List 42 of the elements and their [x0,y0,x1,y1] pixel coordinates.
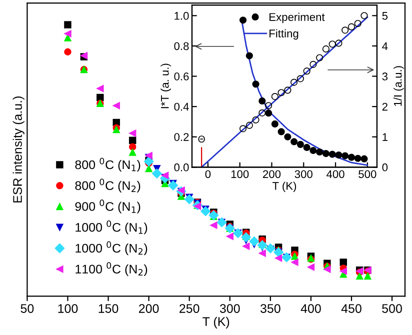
y-tick-label: 0.2 [174,133,189,141]
x-tick-label: 450 [341,304,362,313]
y2-axis-title: 1/I (a.u.) [394,66,404,106]
y2-tick-label: 3 [382,72,388,80]
y-tick-label: 0.8 [174,42,189,50]
x-tick-label: 150 [98,304,118,313]
legend-label: 800 $^{0}$C (N$_{1}$) [75,158,140,172]
y2-tick-label: 0 [382,163,388,172]
legend-label: Experiment [270,12,325,24]
x-tick-label: 500 [358,170,376,178]
x-axis-title: T (K) [202,316,230,328]
y-axis-title: ESR intensity (a.u.) [12,96,24,202]
x-tick-label: 200 [263,170,281,178]
y-tick-label: 0.6 [174,72,189,80]
x-tick-label: 400 [300,304,321,313]
y2-tick-label: 5 [382,12,388,20]
legend-label: 1000 $^{0}$C (N$_{1}$) [76,220,148,234]
x-tick-label: 500 [382,304,402,313]
legend-label: Fitting [270,29,298,40]
y-tick-label: 0.4 [174,102,189,111]
x-axis-title: T (K) [272,182,296,192]
y2-tick-label: 4 [382,42,388,50]
x-tick-label: 200 [139,304,159,313]
x-tick-label: 300 [294,170,312,178]
x-tick-label: 0 [205,170,211,178]
y-tick-label: 1.0 [174,12,189,20]
legend-label: 800 $^{0}$C (N$_{2}$) [75,178,140,193]
y-tick-label: 0.0 [174,163,189,172]
ref-line-label: Θ [198,136,205,143]
y2-tick-label: 2 [382,102,388,111]
x-tick-label: 50 [20,304,34,313]
y-axis-title: I*T (a. u.) [160,64,171,108]
x-tick-label: 250 [180,304,200,313]
x-tick-label: 400 [326,170,344,178]
x-tick-label: 100 [231,170,249,178]
y2-tick-label: 1 [382,133,388,141]
legend-label: 1000 $^{0}$C (N$_{2}$) [76,241,148,256]
x-tick-label: 300 [220,304,240,313]
legend-label: 900 $^{0}$C (N$_{1}$) [75,200,140,214]
x-tick-label: 350 [260,304,280,313]
x-tick-label: 100 [58,304,78,313]
legend-label: 1100 $^{0}$C (N$_{2}$) [76,262,148,276]
